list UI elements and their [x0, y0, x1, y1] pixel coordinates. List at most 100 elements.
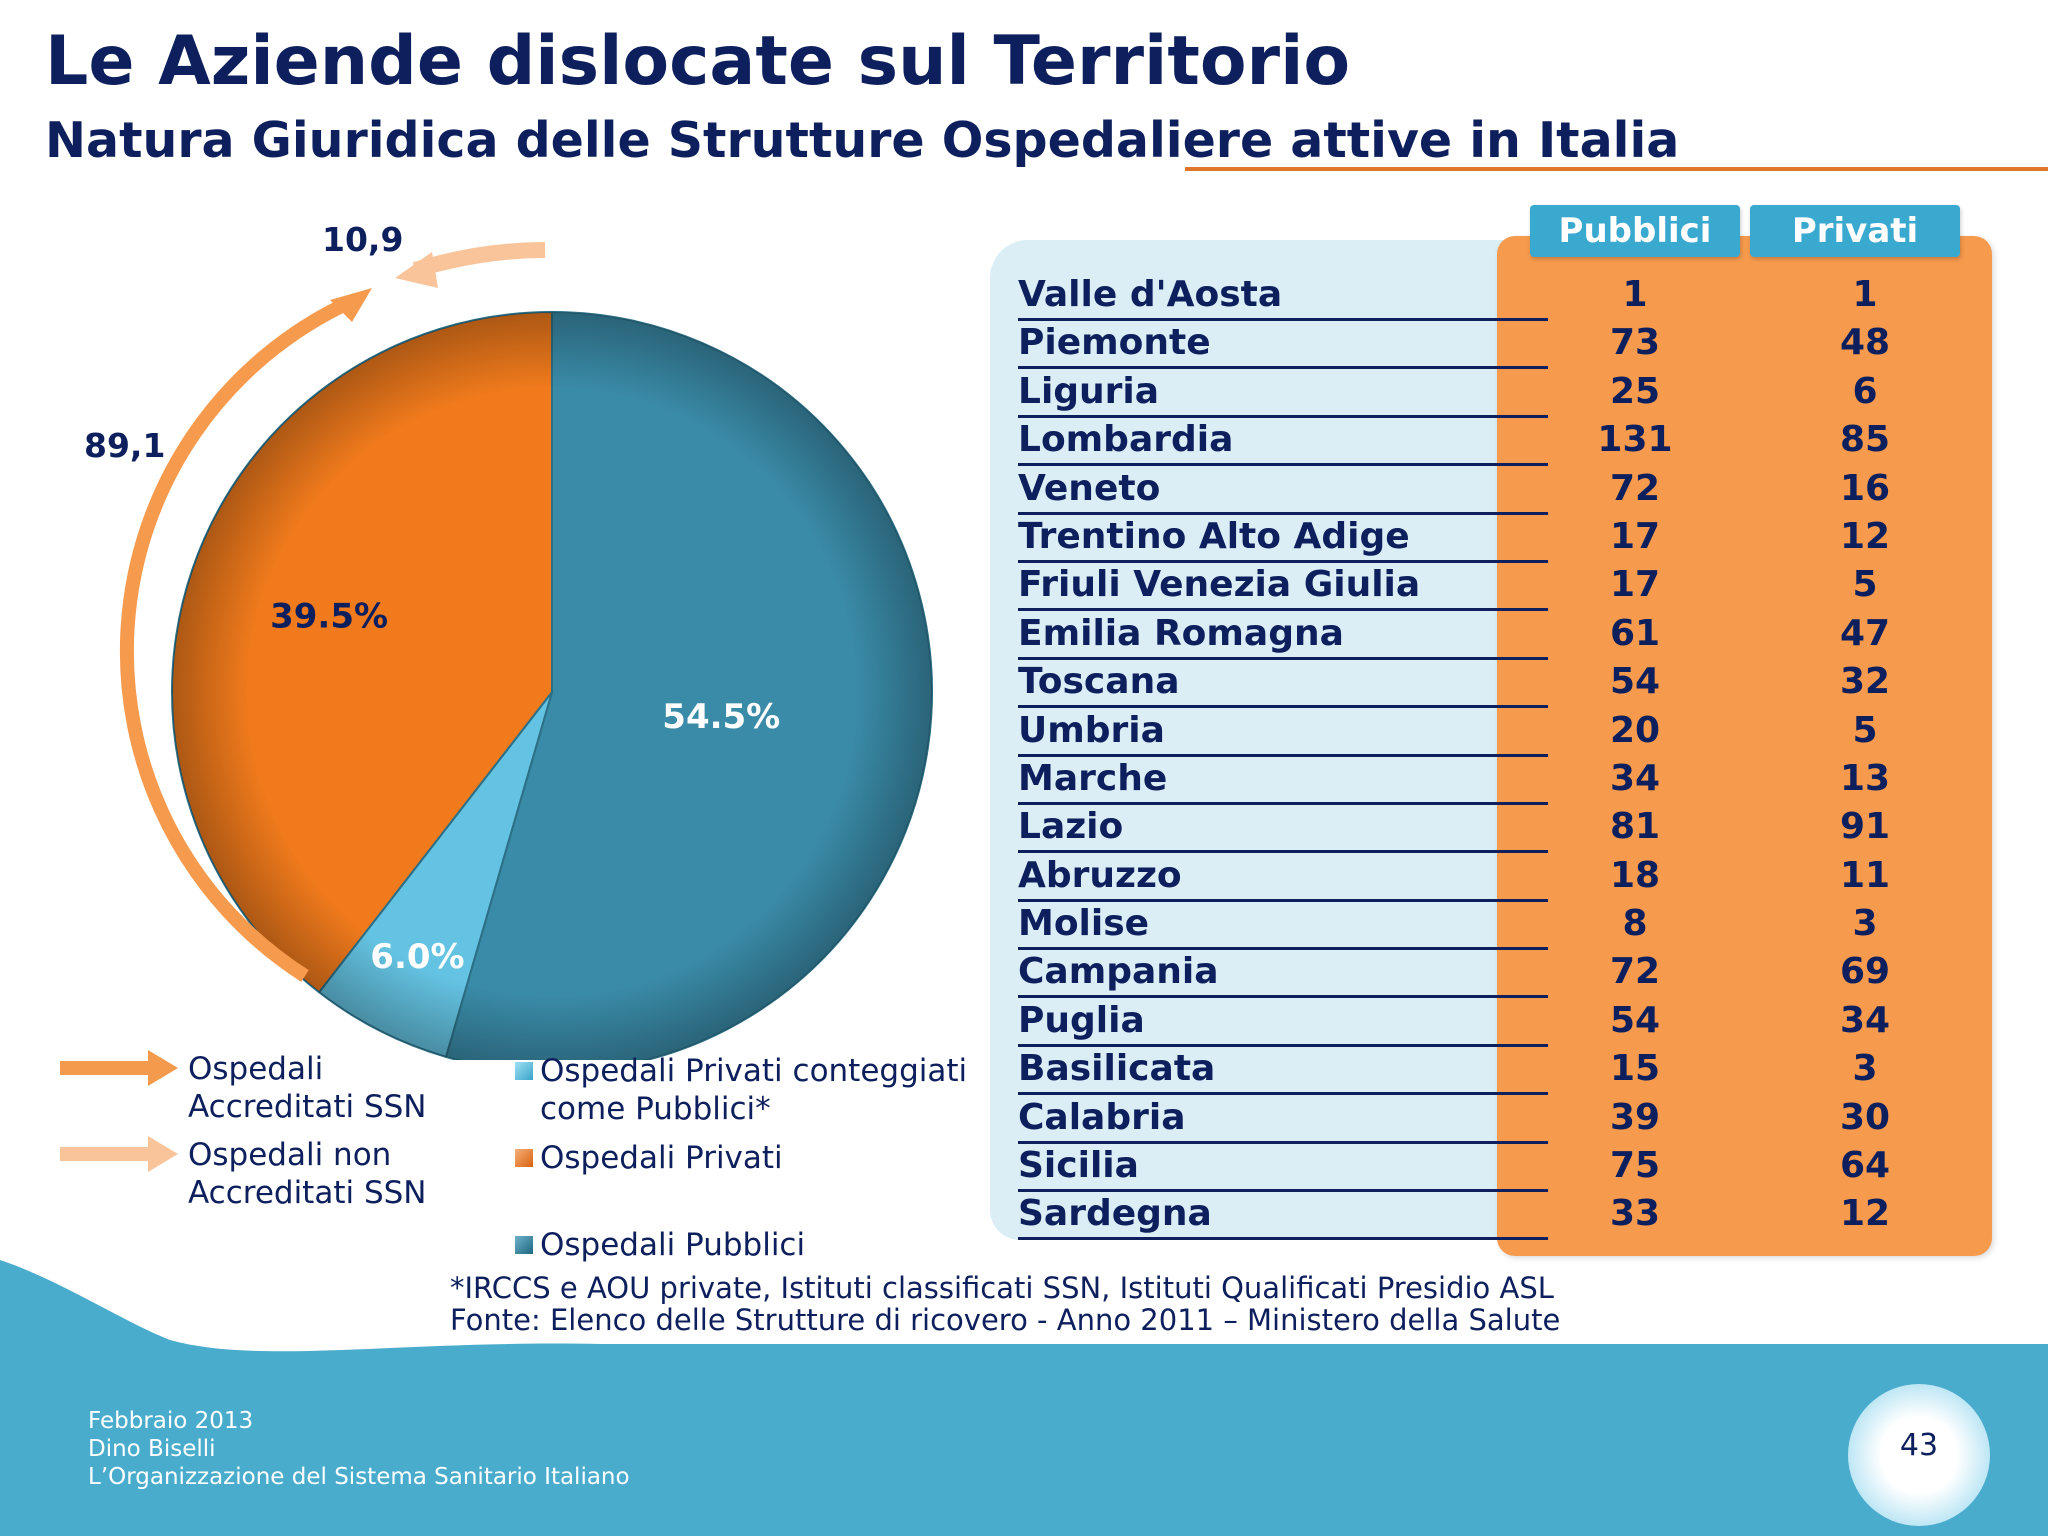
legend-label-pubblici: Ospedali Pubblici: [540, 1227, 806, 1263]
accreditati-value: 89,1: [84, 426, 166, 465]
pubblici-value: 73: [1609, 322, 1661, 364]
row-rule: [1018, 705, 1548, 709]
table-row: Lombardia 131 85: [1018, 419, 1968, 467]
region-name: Emilia Romagna: [1018, 612, 1344, 654]
pubblici-value: 75: [1609, 1145, 1661, 1187]
row-rule: [1018, 947, 1548, 951]
row-rule: [1018, 559, 1548, 563]
footer-band: [0, 1260, 2048, 1536]
region-name: Marche: [1018, 757, 1168, 799]
pubblici-value: 72: [1609, 467, 1661, 509]
privati-value: 1: [1852, 274, 1878, 315]
pubblici-value: 33: [1609, 1193, 1661, 1235]
pubblici-value: 54: [1609, 999, 1661, 1041]
pie-chart: 54.5% 6.0% 39.5%: [119, 242, 933, 1060]
privati-value: 13: [1839, 757, 1891, 799]
privati-value: 12: [1839, 515, 1891, 557]
region-name: Valle d'Aosta: [1018, 274, 1283, 315]
table-row: Umbria 20 5: [1018, 710, 1968, 758]
row-rule: [1018, 995, 1548, 999]
table-row: Liguria 25 6: [1018, 371, 1968, 419]
row-rule: [1018, 608, 1548, 612]
footer-document-title: L’Organizzazione del Sistema Sanitario I…: [88, 1464, 630, 1490]
column-header-privati: Privati: [1750, 205, 1960, 257]
row-rule: [1018, 366, 1548, 370]
region-name: Veneto: [1018, 467, 1161, 509]
legend-label-privati: Ospedali Privati: [540, 1140, 783, 1176]
table-row: Friuli Venezia Giulia 17 5: [1018, 564, 1968, 612]
pubblici-value: 18: [1609, 854, 1661, 896]
privati-value: 32: [1839, 661, 1891, 703]
region-name: Sicilia: [1018, 1145, 1139, 1187]
row-rule: [1018, 1237, 1548, 1241]
pubblici-value: 34: [1609, 757, 1661, 799]
table-row: Basilicata 15 3: [1018, 1048, 1968, 1096]
table-row: Trentino Alto Adige 17 12: [1018, 516, 1968, 564]
privati-value: 48: [1839, 322, 1891, 364]
privati-value: 91: [1839, 806, 1891, 848]
region-table: Valle d'Aosta 1 1 Piemonte 73 48 Liguria 25 6 Lom…: [1018, 274, 1968, 1242]
table-row: Marche 34 13: [1018, 758, 1968, 806]
row-rule: [1018, 1043, 1548, 1047]
pubblici-value: 25: [1609, 370, 1661, 412]
privati-value: 3: [1852, 1048, 1878, 1090]
privati-value: 34: [1839, 999, 1891, 1041]
region-name: Calabria: [1018, 1096, 1186, 1138]
legend-label-non-accreditati: Ospedali non Accreditati SSN: [188, 1137, 427, 1211]
pubblici-value: 15: [1609, 1048, 1661, 1090]
title-underline: [1185, 167, 2048, 171]
column-header-pubblici: Pubblici: [1530, 205, 1740, 257]
row-rule: [1018, 511, 1548, 515]
privati-value: 6: [1852, 370, 1878, 412]
pie-data-label: 39.5%: [270, 597, 388, 637]
legend-label-privati-pubblici: Ospedali Privati conteggiati come Pubbli…: [540, 1053, 968, 1127]
pubblici-value: 54: [1609, 661, 1661, 703]
row-rule: [1018, 850, 1548, 854]
pubblici-value: 8: [1622, 903, 1648, 945]
row-rule: [1018, 463, 1548, 467]
table-row: Veneto 72 16: [1018, 468, 1968, 516]
page-title: Le Aziende dislocate sul Territorio: [45, 22, 1351, 101]
table-row: Valle d'Aosta 1 1: [1018, 274, 1968, 322]
page-subtitle: Natura Giuridica delle Strutture Ospedal…: [45, 112, 1680, 169]
table-row: Puglia 54 34: [1018, 1000, 1968, 1048]
row-rule: [1018, 753, 1548, 757]
pubblici-value: 1: [1622, 274, 1648, 315]
privati-value: 30: [1839, 1096, 1891, 1138]
table-row: Abruzzo 18 11: [1018, 855, 1968, 903]
legend-label-accreditati: Ospedali Accreditati SSN: [188, 1051, 427, 1125]
pubblici-value: 17: [1609, 515, 1661, 557]
pubblici-value: 39: [1609, 1096, 1661, 1138]
region-name: Lazio: [1018, 806, 1124, 848]
pubblici-value: 17: [1609, 564, 1661, 606]
legend-arrow-non-accreditati: [60, 1136, 178, 1172]
accreditati-arrow-head: [330, 288, 372, 322]
row-rule: [1018, 1189, 1548, 1193]
legend-swatch-pubblici: [515, 1236, 533, 1254]
table-row: Campania 72 69: [1018, 951, 1968, 999]
footer-date: Febbraio 2013: [88, 1408, 254, 1434]
pubblici-value: 72: [1609, 951, 1661, 993]
row-rule: [1018, 801, 1548, 805]
table-row: Sicilia 75 64: [1018, 1145, 1968, 1193]
region-name: Piemonte: [1018, 322, 1211, 364]
pubblici-value: 61: [1609, 612, 1661, 654]
row-rule: [1018, 1140, 1548, 1144]
privati-value: 85: [1839, 419, 1891, 461]
region-name: Puglia: [1018, 999, 1145, 1041]
region-name: Liguria: [1018, 370, 1160, 412]
table-row: Lazio 81 91: [1018, 806, 1968, 854]
table-row: Sardegna 33 12: [1018, 1193, 1968, 1241]
region-name: Umbria: [1018, 709, 1165, 751]
region-name: Campania: [1018, 951, 1219, 993]
row-rule: [1018, 414, 1548, 418]
privati-value: 3: [1852, 903, 1878, 945]
legend-arrow-accreditati: [60, 1050, 178, 1086]
non-accreditati-value: 10,9: [322, 220, 404, 259]
privati-value: 64: [1839, 1145, 1891, 1187]
pie-data-label: 6.0%: [370, 937, 464, 977]
non-accreditati-arrow-head: [395, 252, 438, 288]
table-row: Piemonte 73 48: [1018, 322, 1968, 370]
privati-value: 11: [1839, 854, 1891, 896]
region-name: Abruzzo: [1018, 854, 1182, 896]
